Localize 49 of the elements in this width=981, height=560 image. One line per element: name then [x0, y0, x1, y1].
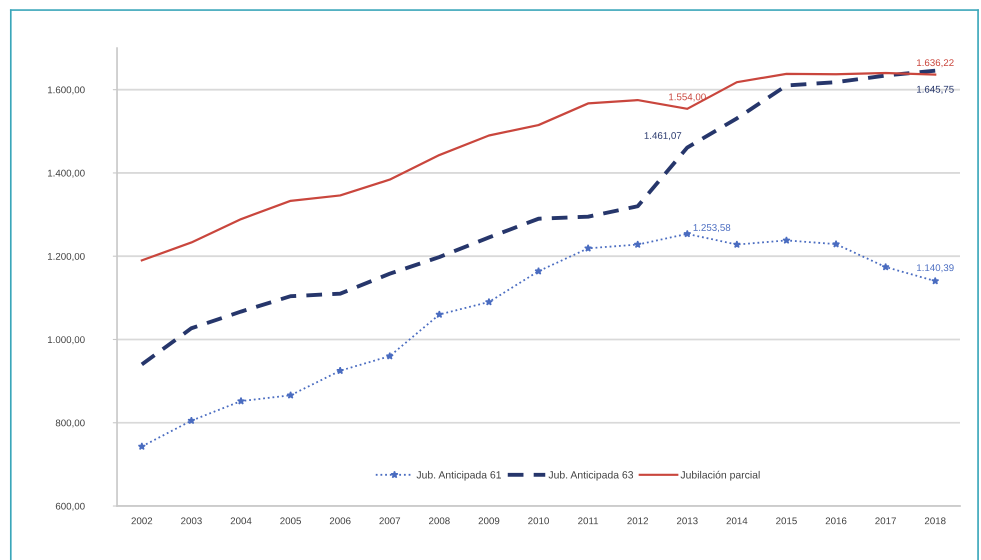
- x-tick-label: 2016: [826, 517, 846, 524]
- point: [484, 298, 493, 306]
- x-tick-label: 2014: [726, 517, 748, 524]
- point: [832, 240, 840, 248]
- point: [187, 416, 196, 424]
- point: [683, 230, 692, 238]
- legend-label: Jub. Anticipada 61: [416, 470, 502, 481]
- x-tick-label: 2017: [875, 517, 896, 524]
- x-tick-label: 2009: [478, 517, 500, 524]
- point: [882, 262, 890, 271]
- legend-label: Jubilación parcial: [680, 470, 760, 481]
- y-tick-label: 1.200,00: [48, 252, 85, 261]
- point: [782, 236, 790, 244]
- x-tick-label: 2002: [132, 517, 152, 524]
- point: [584, 244, 592, 252]
- y-tick-label: 800,00: [56, 419, 85, 428]
- data-label: 1.636,22: [917, 59, 954, 68]
- point: [237, 396, 245, 405]
- x-tick-label: 2018: [924, 517, 946, 524]
- x-tick-label: 2007: [379, 517, 400, 524]
- x-tick-label: 2011: [578, 517, 598, 524]
- x-tick-label: 2005: [280, 517, 301, 524]
- y-tick-label: 1.400,00: [48, 170, 85, 178]
- y-tick-label: 1.000,00: [48, 336, 85, 344]
- point: [435, 310, 444, 318]
- point: [732, 240, 741, 248]
- x-tick-label: 2015: [776, 517, 797, 524]
- point: [931, 276, 940, 285]
- data-label: 1.645,75: [917, 86, 954, 94]
- point: [534, 267, 543, 275]
- point: [138, 442, 146, 450]
- point: [286, 391, 295, 399]
- data-label: 1.140,39: [917, 264, 954, 272]
- x-tick-label: 2008: [429, 517, 450, 524]
- point: [336, 366, 344, 374]
- data-label: 1.253,58: [694, 224, 730, 232]
- x-tick-label: 2006: [330, 517, 351, 524]
- x-tick-label: 2012: [627, 517, 648, 524]
- x-tick-label: 2004: [230, 517, 252, 524]
- legend-label: Jub. Anticipada 63: [548, 470, 634, 481]
- data-label: 1.461,07: [644, 132, 682, 140]
- data-label: 1.554,00: [669, 93, 706, 102]
- x-tick-label: 2013: [676, 517, 698, 524]
- y-tick-label: 1.600,00: [48, 86, 85, 94]
- x-tick-label: 2003: [181, 517, 202, 524]
- point: [634, 240, 642, 248]
- x-tick-label: 2010: [528, 517, 549, 524]
- y-tick-label: 600,00: [56, 502, 85, 511]
- point: [386, 352, 394, 360]
